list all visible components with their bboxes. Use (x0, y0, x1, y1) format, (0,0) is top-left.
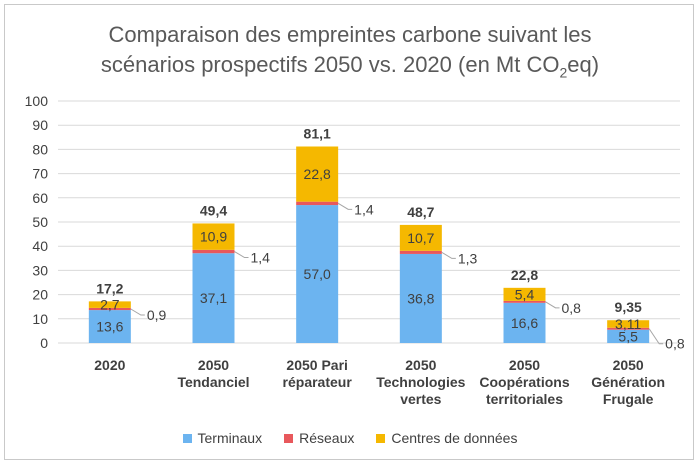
bar-segment (192, 249, 235, 254)
data-label: 13,6 (96, 319, 123, 335)
legend-item-centres: Centres de données (376, 430, 517, 446)
x-tick-label: réparateur (283, 374, 353, 390)
legend-swatch-terminaux (182, 433, 192, 443)
bar-segment (296, 146, 339, 202)
legend-item-terminaux: Terminaux (182, 430, 263, 446)
data-label: 10,9 (200, 229, 227, 245)
y-tick-label: 100 (25, 93, 49, 109)
legend-label-terminaux: Terminaux (197, 430, 263, 446)
x-tick-label: 2050 Pari (286, 357, 348, 373)
x-tick-label: 2050 (613, 357, 644, 373)
y-tick-label: 80 (32, 141, 48, 157)
data-label: 10,7 (407, 230, 434, 246)
data-label: 57,0 (304, 266, 331, 282)
legend-label-centres: Centres de données (391, 430, 518, 446)
y-tick-label: 90 (32, 117, 48, 133)
chart-title-line2: scénarios prospectifs 2050 vs. 2020 (en … (0, 50, 700, 87)
bar-segment (88, 307, 131, 311)
x-tick-label: Technologies (376, 374, 465, 390)
bar-segment (296, 205, 339, 343)
total-label: 49,4 (200, 202, 227, 218)
leader-line (234, 251, 249, 259)
y-tick-label: 50 (32, 214, 48, 230)
y-tick-label: 60 (32, 190, 48, 206)
data-label: 36,8 (407, 290, 434, 306)
x-tick-label: 2050 (198, 357, 229, 373)
bar-segment (607, 329, 650, 343)
leader-line (441, 251, 456, 259)
chart-title-subscript: 2 (559, 64, 568, 81)
total-label: 22,8 (511, 267, 538, 283)
leader-line (545, 301, 560, 309)
leader-line (337, 202, 353, 210)
data-label: 1,4 (251, 250, 271, 266)
data-label: 5,4 (515, 286, 535, 302)
bar-segment (607, 327, 650, 330)
y-tick-label: 40 (32, 238, 48, 254)
x-tick-label: Génération (591, 374, 665, 390)
y-tick-label: 30 (32, 262, 48, 278)
x-tick-label: territoriales (486, 391, 563, 407)
y-tick-label: 0 (40, 335, 48, 351)
data-label: 16,6 (511, 315, 538, 331)
legend-swatch-centres (376, 433, 386, 443)
x-tick-label: 2020 (94, 357, 125, 373)
bar-segment (607, 320, 650, 328)
chart-title-line1: Comparaison des empreintes carbone suiva… (108, 22, 592, 47)
y-tick-label: 20 (32, 287, 48, 303)
total-label: 48,7 (407, 204, 434, 220)
bar-segment (192, 253, 235, 343)
data-label: 1,4 (354, 201, 374, 217)
bar-segment (296, 201, 339, 206)
data-label: 22,8 (304, 166, 331, 182)
x-tick-label: Tendanciel (177, 374, 249, 390)
x-tick-label: Frugale (603, 391, 654, 407)
bar-segment (399, 224, 442, 251)
data-label: 0,8 (562, 300, 582, 316)
bar-segment (192, 223, 235, 250)
chart-title-line2-pre: scénarios prospectifs 2050 vs. 2020 (en … (100, 52, 560, 77)
x-tick-label: vertes (400, 391, 441, 407)
bar-segment (88, 310, 131, 343)
legend-label-reseaux: Réseaux (299, 430, 355, 446)
data-label: 37,1 (200, 290, 227, 306)
chart-title: Comparaison des empreintes carbone suiva… (0, 20, 700, 87)
y-tick-label: 70 (32, 166, 48, 182)
x-tick-label: Coopérations (479, 374, 569, 390)
data-label: 0,9 (147, 307, 167, 323)
legend-item-reseaux: Réseaux (284, 430, 354, 446)
x-tick-label: 2050 (405, 357, 436, 373)
bar-segment (88, 301, 131, 308)
data-label: 2,7 (100, 297, 120, 313)
bar-segment (503, 302, 546, 343)
total-label: 81,1 (304, 125, 331, 141)
bar-segment (399, 250, 442, 254)
total-label: 17,2 (96, 280, 123, 296)
y-tick-label: 10 (32, 311, 48, 327)
data-label: 1,3 (458, 250, 478, 266)
legend-swatch-reseaux (284, 433, 294, 443)
bar-segment (503, 287, 546, 301)
leader-line (130, 308, 145, 316)
bar-segment (399, 253, 442, 343)
data-label: 3,11 (615, 316, 641, 332)
bar-segment (503, 300, 546, 303)
data-label: 0,8 (665, 336, 685, 352)
leader-line (648, 328, 664, 345)
x-tick-label: 2050 (509, 357, 540, 373)
chart-frame (4, 4, 694, 460)
total-label: 9,35 (615, 299, 642, 315)
chart-legend: Terminaux Réseaux Centres de données (0, 430, 700, 446)
data-label: 5,5 (618, 328, 638, 344)
chart-title-line2-post: eq) (567, 52, 600, 77)
